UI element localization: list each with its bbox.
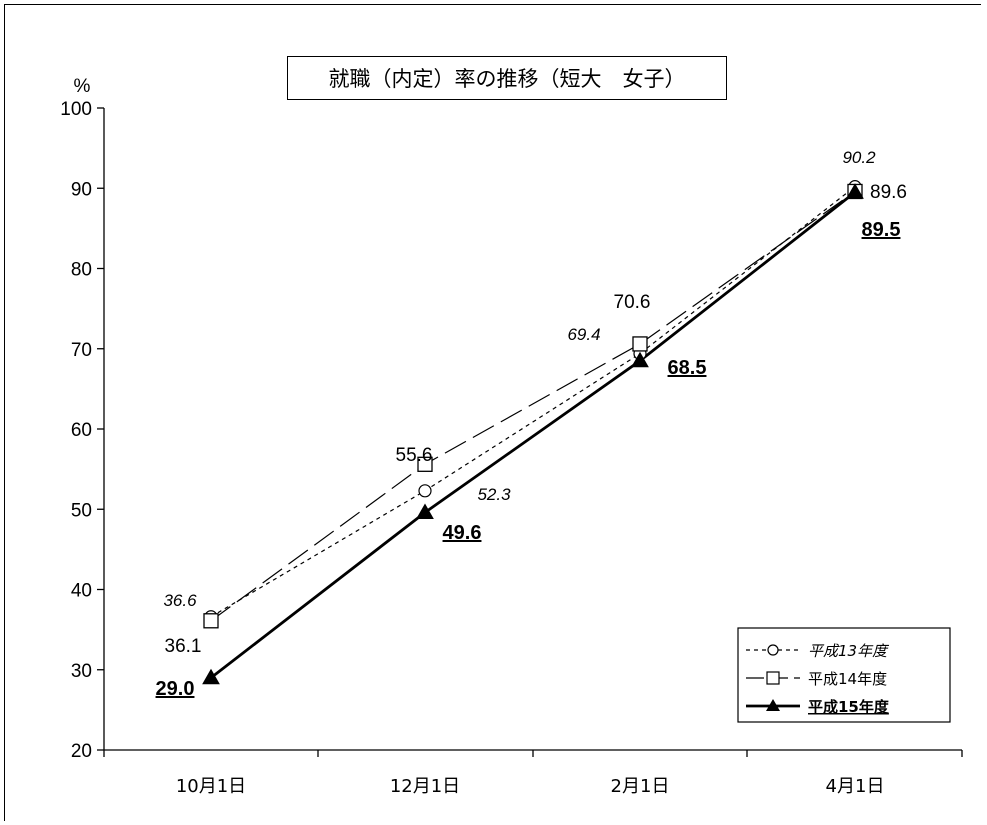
marker-h15 xyxy=(846,183,864,199)
data-label-h15: 68.5 xyxy=(668,357,707,379)
data-label-h15: 89.5 xyxy=(862,219,901,241)
x-tick-label: 12月1日 xyxy=(390,776,460,797)
y-tick-label: 50 xyxy=(71,500,92,521)
data-label-h13: 69.4 xyxy=(567,325,600,344)
data-label-h13: 36.6 xyxy=(163,591,197,610)
y-tick-label: 20 xyxy=(71,741,92,762)
y-axis-unit: % xyxy=(74,76,91,97)
legend-marker-h13 xyxy=(767,644,779,656)
chart-title: 就職（内定）率の推移（短大 女子） xyxy=(287,56,727,100)
y-tick-label: 90 xyxy=(71,179,92,200)
data-label-h14: 36.1 xyxy=(165,636,202,657)
y-tick-label: 70 xyxy=(71,340,92,361)
marker-h15 xyxy=(631,351,649,368)
y-tick-label: 60 xyxy=(71,420,92,441)
x-tick-label: 10月1日 xyxy=(176,776,246,797)
x-tick-label: 2月1日 xyxy=(611,776,670,797)
line-h13 xyxy=(210,186,856,618)
legend-marker-h14 xyxy=(766,671,780,685)
y-tick-label: 30 xyxy=(71,661,92,682)
legend-label-h15: 平成15年度 xyxy=(808,698,890,716)
marker-h15 xyxy=(416,503,434,519)
chart-frame xyxy=(4,4,981,821)
legend-marker-h15 xyxy=(766,699,780,711)
data-label-h14: 89.6 xyxy=(870,182,907,203)
marker-h14 xyxy=(417,456,433,472)
x-tick-label: 4月1日 xyxy=(826,776,885,797)
y-tick-label: 100 xyxy=(60,99,92,120)
data-label-h15: 49.6 xyxy=(443,522,482,544)
legend-label-h14: 平成14年度 xyxy=(808,670,887,688)
legend-label-h13: 平成13年度 xyxy=(808,642,889,660)
data-label-h13: 90.2 xyxy=(842,148,876,167)
line-h14 xyxy=(210,190,856,622)
data-label-h15: 29.0 xyxy=(156,678,195,700)
data-label-h14: 70.6 xyxy=(614,292,651,313)
marker-h13 xyxy=(418,484,432,498)
data-label-h14: 55.6 xyxy=(396,445,433,466)
data-label-h13: 52.3 xyxy=(477,485,511,504)
y-tick-label: 80 xyxy=(71,260,92,281)
line-h15 xyxy=(210,191,856,679)
y-tick-label: 40 xyxy=(71,581,92,602)
marker-h14 xyxy=(632,336,648,352)
marker-h15 xyxy=(202,668,220,685)
marker-h14 xyxy=(203,613,219,629)
